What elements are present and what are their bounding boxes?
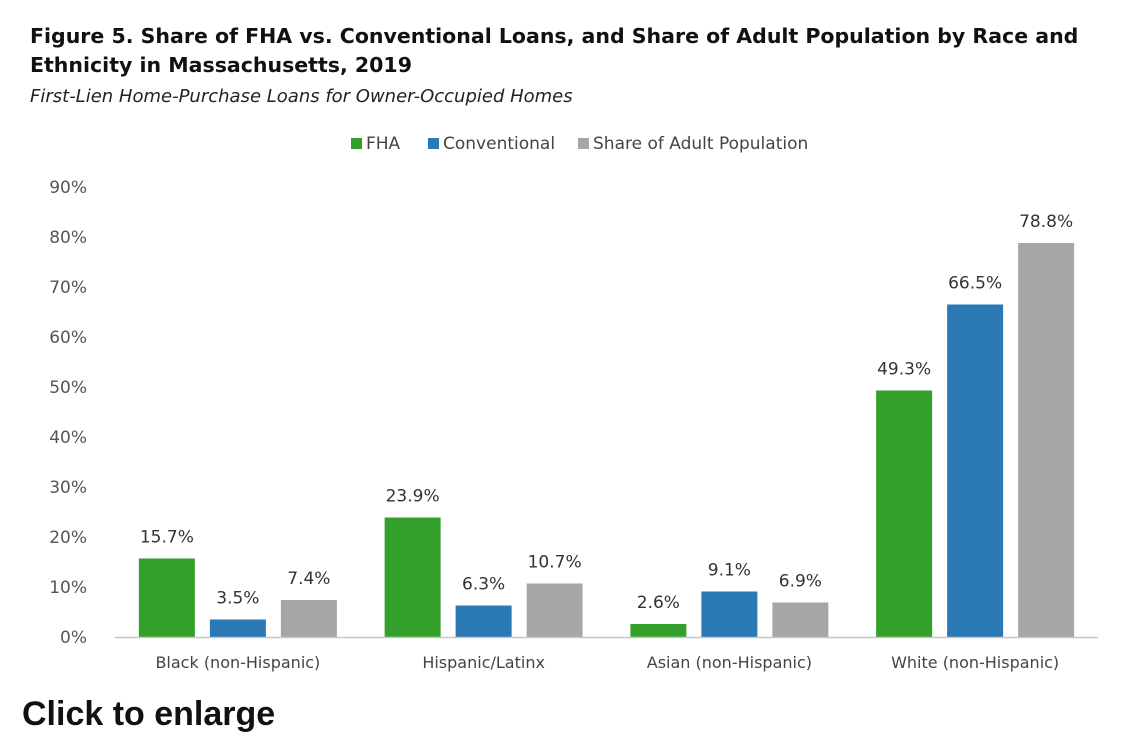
data-label: 6.9%	[779, 572, 822, 592]
y-tick-label: 10%	[49, 578, 87, 598]
bar	[1018, 243, 1075, 637]
x-axis: Black (non-Hispanic) Hispanic/Latinx Asian…	[115, 636, 1098, 672]
data-label: 3.5%	[216, 589, 259, 609]
y-tick-label: 20%	[49, 528, 87, 548]
legend-swatch	[578, 138, 589, 149]
bar	[384, 517, 441, 637]
legend-swatch	[351, 138, 362, 149]
chart-title: Figure 5. Share of FHA vs. Conventional …	[30, 24, 1079, 77]
bar-chart: FHA Conventional Share of Adult Population…	[49, 134, 1098, 672]
legend: FHA Conventional Share of Adult Population	[351, 134, 808, 154]
data-label: 2.6%	[637, 593, 680, 613]
data-label: 15.7%	[140, 528, 194, 548]
bar	[772, 602, 829, 637]
bar	[138, 558, 195, 637]
y-tick-label: 40%	[49, 428, 87, 448]
legend-label: FHA	[366, 134, 401, 154]
bar	[280, 600, 337, 637]
data-label: 66.5%	[948, 274, 1002, 294]
data-label: 78.8%	[1019, 212, 1073, 232]
data-label: 23.9%	[386, 487, 440, 507]
legend-label: Conventional	[443, 134, 555, 154]
x-category-label: Black (non-Hispanic)	[155, 653, 320, 672]
bars: 15.7% 3.5% 7.4% 23.9% 6.3% 10.7% 2.6% 9.1% 6.9% 4…	[138, 212, 1075, 637]
bar	[455, 605, 512, 637]
y-tick-label: 0%	[60, 628, 87, 648]
x-category-label: White (non-Hispanic)	[891, 653, 1059, 672]
bar	[526, 583, 583, 637]
data-label: 9.1%	[708, 561, 751, 581]
data-label: 6.3%	[462, 575, 505, 595]
data-label: 49.3%	[877, 360, 931, 380]
legend-swatch	[428, 138, 439, 149]
click-to-enlarge-link[interactable]: Click to enlarge	[22, 695, 276, 733]
bar	[876, 390, 933, 637]
bar	[701, 591, 758, 637]
y-axis: 0% 10% 20% 30% 40% 50% 60% 70% 80% 90%	[49, 178, 87, 648]
bar	[209, 619, 266, 637]
bar	[947, 304, 1004, 637]
y-tick-label: 70%	[49, 278, 87, 298]
data-label: 7.4%	[287, 569, 330, 589]
y-tick-label: 50%	[49, 378, 87, 398]
x-category-label: Asian (non-Hispanic)	[647, 653, 812, 672]
legend-label: Share of Adult Population	[593, 134, 808, 154]
y-tick-label: 30%	[49, 478, 87, 498]
y-tick-label: 90%	[49, 178, 87, 198]
data-label: 10.7%	[528, 553, 582, 573]
y-tick-label: 80%	[49, 228, 87, 248]
x-category-label: Hispanic/Latinx	[422, 653, 545, 672]
bar	[630, 624, 687, 637]
chart-subtitle: First-Lien Home-Purchase Loans for Owner…	[30, 86, 573, 107]
y-tick-label: 60%	[49, 328, 87, 348]
